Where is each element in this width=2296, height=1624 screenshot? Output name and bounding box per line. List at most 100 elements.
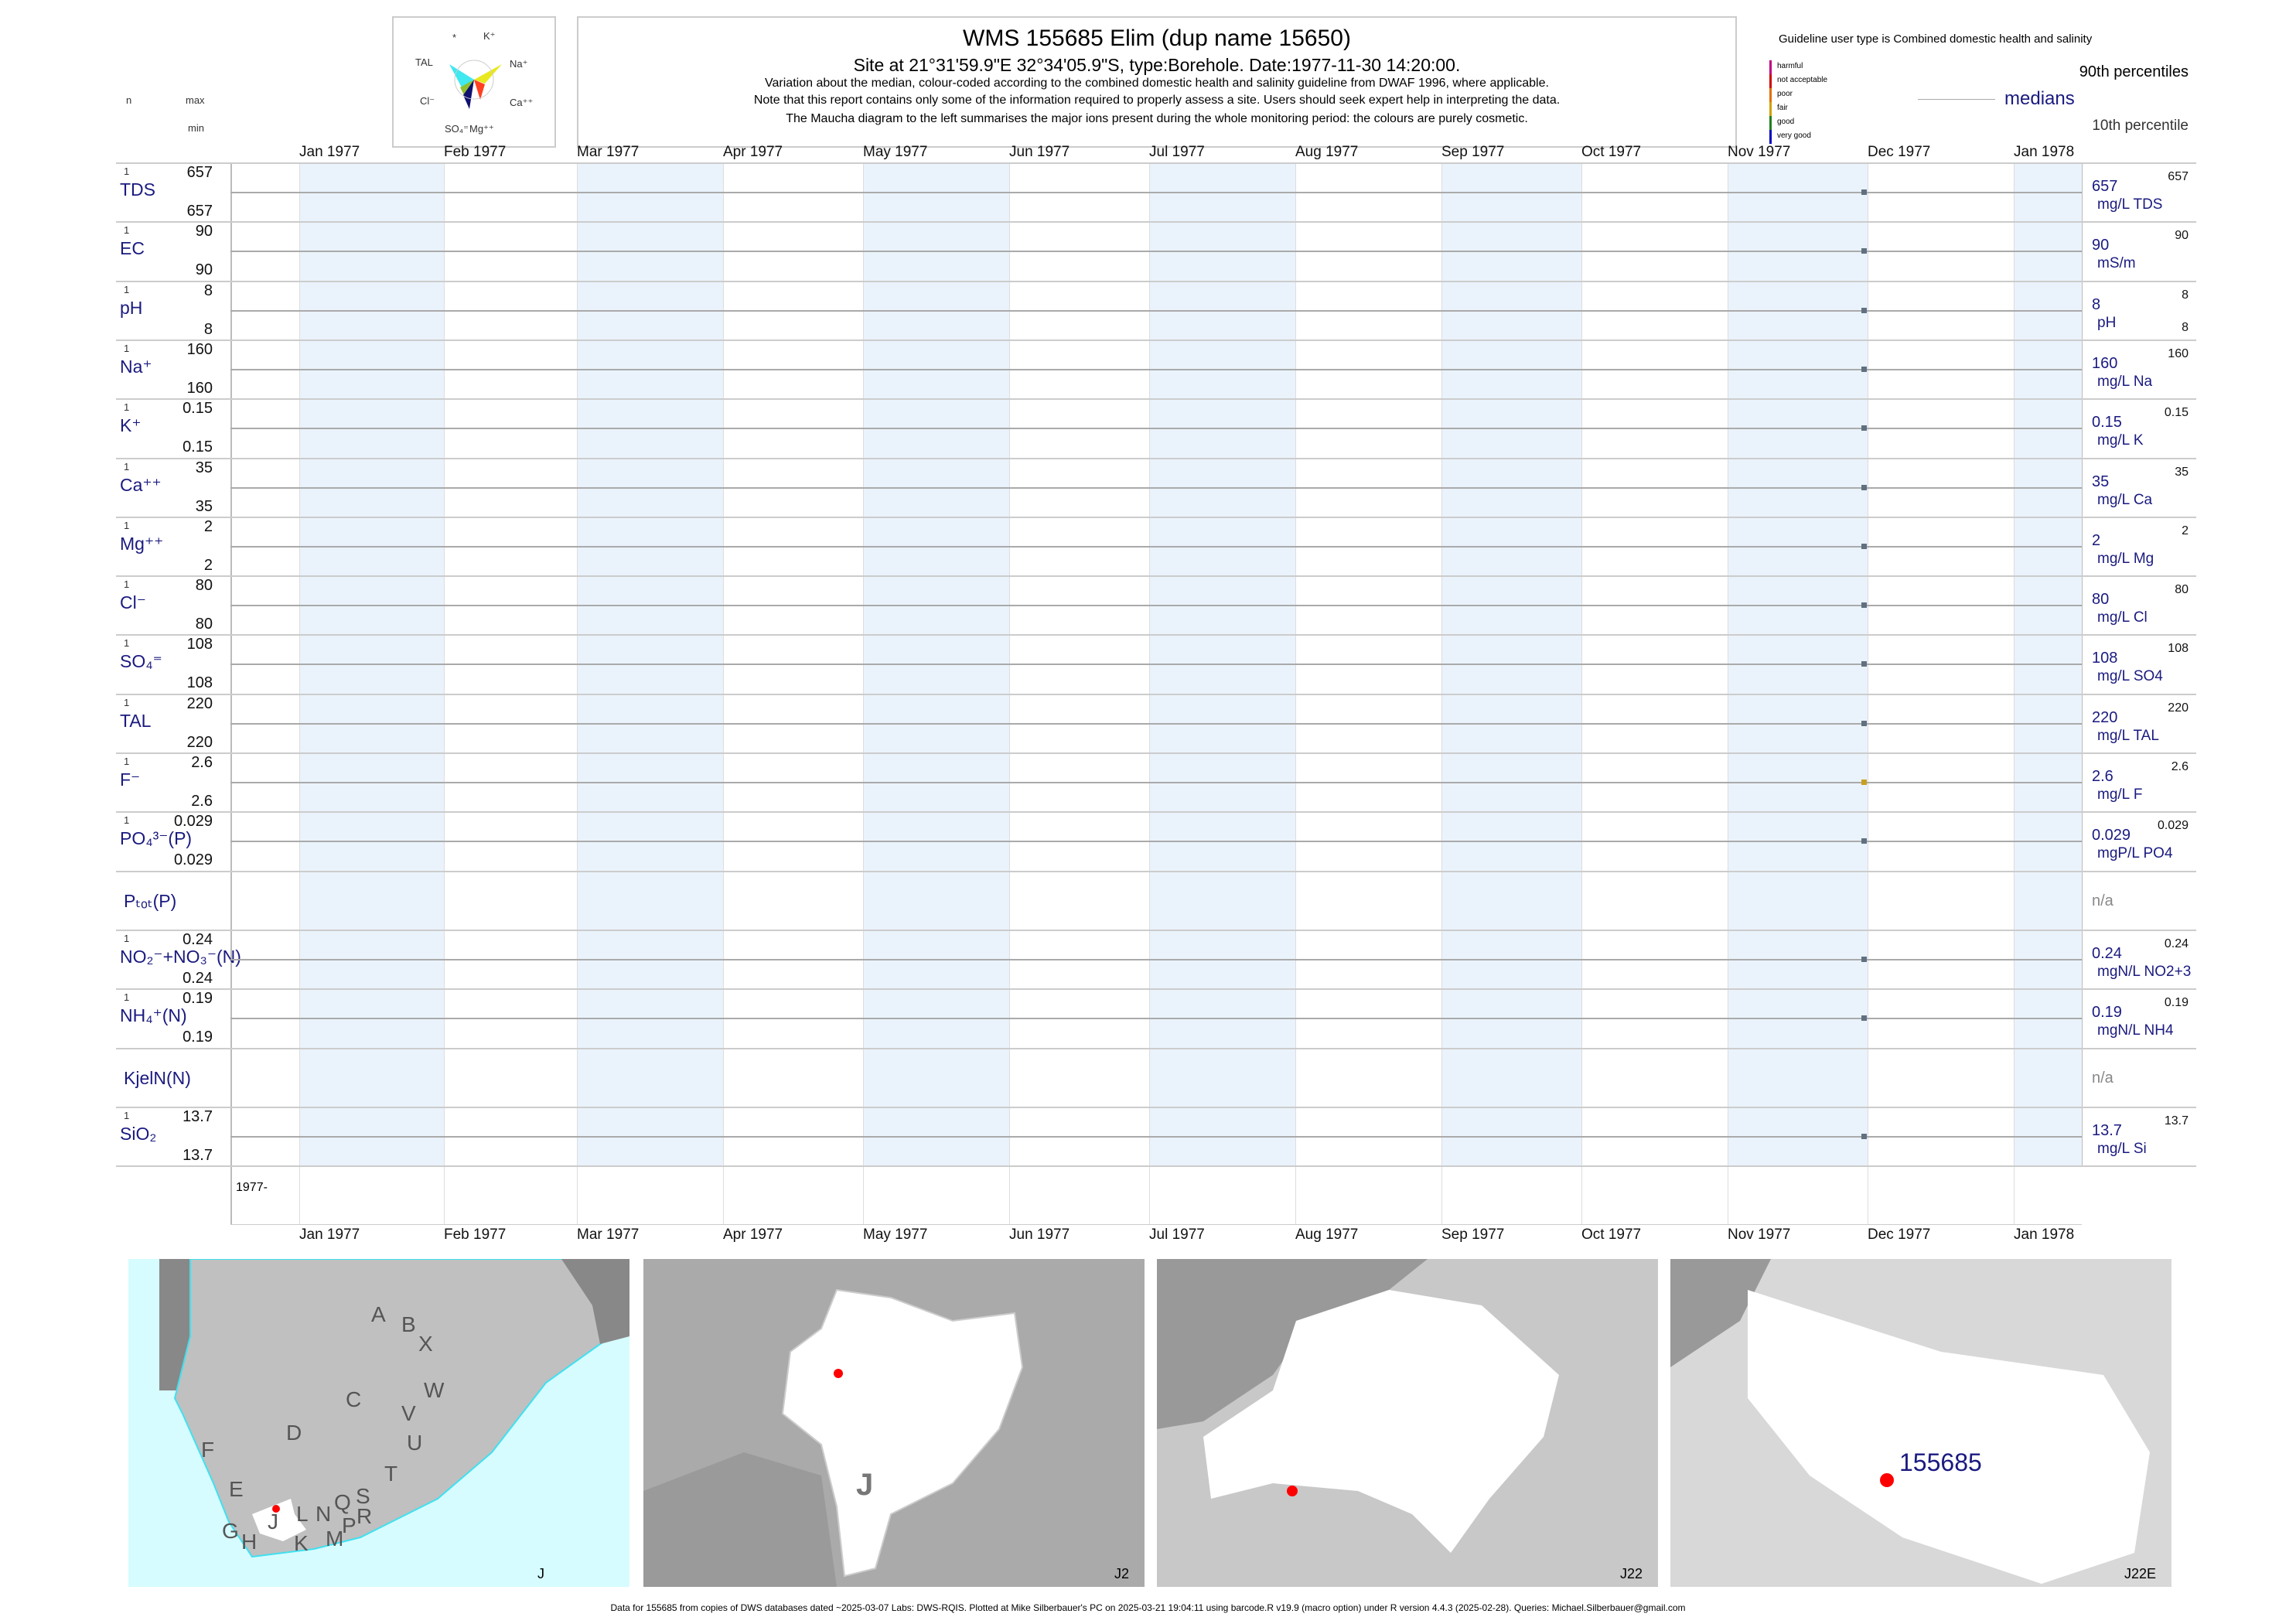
map-panel-4: J22E 155685: [1670, 1259, 2171, 1587]
median-value: 80: [2092, 591, 2110, 609]
p90-value: 0.029: [2157, 819, 2189, 833]
month-label-bottom: Jul 1977: [1149, 1227, 1205, 1243]
data-point-marker[interactable]: [1861, 1015, 1867, 1022]
sample-count: 1: [124, 519, 130, 531]
row-divider: [116, 457, 2196, 459]
legend-color-bar: [1769, 116, 1772, 130]
row-min: 160: [186, 379, 213, 397]
maucha-diagram-svg: [449, 60, 502, 109]
data-point-marker[interactable]: [1861, 248, 1867, 254]
data-point-marker[interactable]: [1861, 425, 1867, 432]
data-point-marker[interactable]: [1861, 720, 1867, 726]
drainage-region-label: F: [201, 1438, 215, 1462]
map-image: [128, 1259, 629, 1587]
legend-p10: 10th percentile: [2092, 118, 2189, 134]
row-min: 80: [195, 616, 213, 633]
drainage-region-label: Q: [334, 1490, 351, 1514]
sample-count: 1: [124, 342, 130, 354]
row-divider: [116, 634, 2196, 636]
legend-class-label: fair: [1777, 104, 1788, 112]
row-max: 0.19: [183, 990, 213, 1008]
row-divider: [116, 1047, 2196, 1049]
data-point-marker[interactable]: [1861, 602, 1867, 609]
median-line: [230, 605, 2082, 607]
row-divider: [116, 693, 2196, 695]
data-point-marker[interactable]: [1861, 307, 1867, 313]
drainage-region-label: R: [357, 1504, 373, 1528]
sample-count: 1: [124, 756, 130, 767]
row-min: 13.7: [183, 1146, 213, 1164]
legend-class-label: good: [1777, 118, 1795, 126]
median-value: 108: [2092, 650, 2118, 667]
p90-value: 220: [2168, 701, 2189, 715]
maucha-label: Cl⁻: [420, 95, 435, 107]
guideline-legend: harmful not acceptable poor fair good very go…: [1769, 60, 1827, 144]
map-panel-2: J2 J: [643, 1259, 1145, 1587]
data-point-marker[interactable]: [1861, 661, 1867, 667]
parameter-label: NH₄⁺(N): [120, 1005, 187, 1026]
median-value: 35: [2092, 473, 2110, 490]
catchment-label: J: [856, 1468, 874, 1502]
p90-value: 160: [2168, 346, 2189, 360]
data-point-marker[interactable]: [1861, 543, 1867, 549]
month-label-top: Feb 1977: [444, 144, 507, 160]
row-divider: [116, 752, 2196, 754]
parameter-label: NO₂⁻+NO₃⁻(N): [120, 946, 241, 967]
drainage-region-label: J: [268, 1510, 278, 1534]
data-point-marker[interactable]: [1861, 484, 1867, 490]
p90-value: 0.24: [2164, 937, 2189, 950]
map-image: [1157, 1259, 1658, 1587]
month-label-top: Jun 1977: [1009, 144, 1070, 160]
month-label-top: Aug 1977: [1295, 144, 1359, 160]
month-label-bottom: Nov 1977: [1728, 1227, 1791, 1243]
maucha-label: Ca⁺⁺: [510, 97, 534, 108]
data-point-marker[interactable]: [1861, 1133, 1867, 1139]
parameter-label: SiO₂: [120, 1123, 157, 1144]
max-header: max: [186, 94, 205, 106]
sample-count: 1: [124, 578, 130, 591]
legend-class-label: not acceptable: [1777, 76, 1828, 84]
p90-value: 90: [2175, 229, 2189, 243]
unit-label: mg/L TDS: [2097, 196, 2163, 213]
n-header: n: [126, 94, 132, 106]
median-line: [230, 368, 2082, 370]
map-panel-3: J22: [1157, 1259, 1658, 1587]
median-line: [230, 251, 2082, 253]
maucha-tal-segment: [449, 64, 474, 87]
median-line: [230, 486, 2082, 489]
median-value: 13.7: [2092, 1121, 2122, 1139]
site-subtitle: Site at 21°31'59.9"E 32°34'05.9"S, type:…: [853, 55, 1461, 75]
row-max: 0.15: [183, 400, 213, 418]
sample-count: 1: [124, 1109, 130, 1121]
row-min: 108: [186, 674, 213, 692]
month-label-top: Apr 1977: [723, 144, 783, 160]
data-point-marker[interactable]: [1861, 366, 1867, 372]
p90-value: 108: [2168, 642, 2189, 656]
legend-class-label: very good: [1777, 131, 1811, 140]
row-divider: [116, 988, 2196, 991]
month-gridline: [299, 162, 300, 1225]
month-label-bottom: Oct 1977: [1581, 1227, 1642, 1243]
p10-value: 8: [2182, 320, 2189, 334]
median-line: [230, 545, 2082, 548]
data-point-marker[interactable]: [1861, 189, 1867, 195]
drainage-region-label: B: [401, 1312, 416, 1336]
data-point-marker[interactable]: [1861, 956, 1867, 962]
drainage-region-label: S: [356, 1484, 370, 1508]
month-gridline: [444, 162, 445, 1225]
row-min: 0.19: [183, 1029, 213, 1046]
month-label-bottom: Feb 1977: [444, 1227, 507, 1243]
maucha-label: K⁺: [483, 30, 496, 42]
p90-value: 80: [2175, 583, 2189, 597]
data-point-marker[interactable]: [1861, 838, 1867, 844]
median-value: 0.15: [2092, 414, 2122, 432]
parameter-label: SO₄⁼: [120, 651, 162, 672]
month-label-bottom: Sep 1977: [1441, 1227, 1505, 1243]
data-point-marker[interactable]: [1861, 780, 1867, 785]
drainage-region-label: C: [346, 1387, 362, 1411]
maucha-ca-segment: [474, 80, 485, 100]
month-label-bottom: Jan 1977: [299, 1227, 360, 1243]
row-max: 35: [195, 459, 213, 476]
maucha-na-segment: [474, 64, 502, 84]
